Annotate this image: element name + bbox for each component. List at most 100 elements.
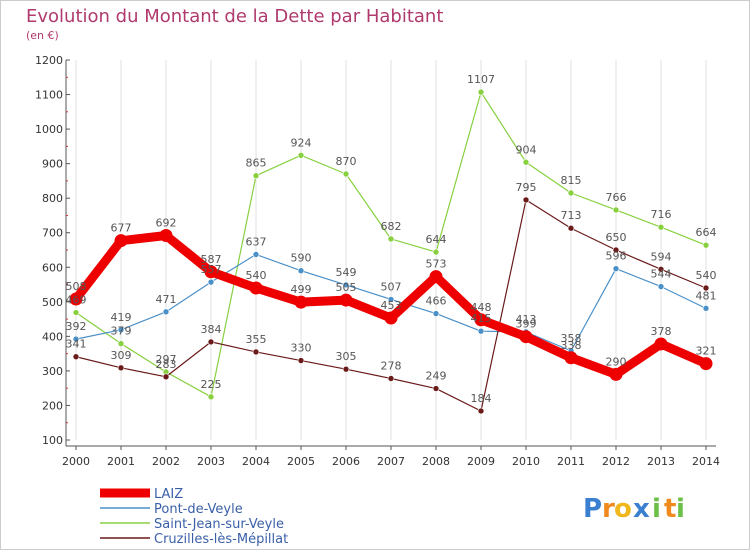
series-lines: [69, 88, 713, 415]
data-label: 338: [561, 339, 582, 352]
data-point: [162, 373, 170, 381]
data-point: [657, 266, 665, 273]
data-label: 384: [201, 323, 222, 336]
logo-letter: o: [614, 494, 632, 524]
data-label: 904: [516, 143, 537, 156]
data-point: [702, 241, 710, 249]
data-labels: 508 677 692 587 540 499 505 453 573 448 399 338 290 3…: [66, 73, 717, 405]
x-tick-label: 2010: [512, 455, 540, 468]
data-point: [477, 88, 485, 96]
x-tick-label: 2006: [332, 455, 360, 468]
data-label: 594: [651, 250, 672, 263]
data-point: [567, 189, 575, 197]
x-tick-label: 2001: [107, 455, 135, 468]
data-label: 415: [471, 312, 492, 325]
data-label: 1107: [467, 73, 495, 86]
data-label: 540: [246, 269, 267, 282]
data-point: [474, 313, 488, 327]
data-point: [432, 248, 440, 256]
legend-label: Cruzilles-lès-Mépillat: [154, 532, 288, 547]
data-label: 508: [66, 280, 87, 293]
data-point: [387, 235, 395, 243]
logo-letter: i: [676, 494, 685, 524]
y-tick-label: 700: [42, 227, 63, 240]
data-point: [657, 223, 665, 231]
data-label: 716: [651, 208, 672, 221]
data-label: 544: [651, 268, 672, 281]
data-point: [207, 338, 215, 346]
data-label: 692: [156, 216, 177, 229]
data-label: 507: [381, 280, 402, 293]
data-label: 590: [291, 252, 312, 265]
data-label: 499: [291, 283, 312, 296]
data-point: [297, 357, 305, 364]
data-point: [252, 348, 260, 356]
data-label: 419: [111, 311, 132, 324]
data-label: 644: [426, 233, 447, 246]
data-point: [72, 309, 80, 316]
axes: 100 200 300 400 500 600 700 800 900 1000 1100 1200 2…: [35, 54, 720, 468]
data-point: [294, 295, 308, 309]
data-point: [207, 393, 215, 401]
y-tick-label: 1200: [35, 54, 63, 67]
x-tick-label: 2005: [287, 455, 315, 468]
data-point: [114, 234, 128, 248]
data-label: 505: [336, 281, 357, 294]
data-label: 283: [156, 358, 177, 371]
y-tick-label: 1100: [35, 89, 63, 102]
data-point: [657, 283, 665, 290]
x-tick-label: 2011: [557, 455, 585, 468]
data-label: 549: [336, 266, 357, 279]
chart-title: Evolution du Montant de la Dette par Hab…: [26, 6, 443, 27]
data-point: [207, 278, 215, 286]
y-tick-label: 1000: [35, 123, 63, 136]
data-point: [72, 335, 80, 343]
data-point: [612, 246, 620, 254]
data-point: [252, 251, 260, 258]
data-label: 358: [561, 332, 582, 345]
data-point: [387, 375, 395, 382]
data-point: [432, 385, 440, 392]
data-label: 481: [696, 289, 717, 302]
data-label: 309: [111, 349, 132, 362]
chart-subtitle: (en €): [26, 29, 59, 42]
data-point: [387, 296, 395, 303]
data-point: [612, 265, 620, 272]
data-point: [204, 265, 218, 279]
data-label: 305: [336, 350, 357, 363]
data-label: 573: [426, 258, 447, 271]
data-label: 637: [246, 235, 267, 248]
data-label: 766: [606, 191, 627, 204]
data-point: [432, 310, 440, 317]
data-point: [699, 357, 713, 371]
data-label: 448: [471, 301, 492, 314]
data-point: [612, 206, 620, 214]
data-point: [384, 311, 398, 325]
legend: LAIZPont-de-VeyleSaint-Jean-sur-VeyleCru…: [100, 487, 288, 547]
logo-letter: r: [602, 494, 615, 524]
x-tick-label: 2002: [152, 455, 180, 468]
data-label: 453: [381, 299, 402, 312]
data-label: 249: [426, 370, 447, 383]
data-point: [117, 364, 125, 372]
data-label: 466: [426, 295, 447, 308]
data-point: [297, 267, 305, 275]
logo-letter: i: [652, 494, 661, 524]
data-point: [342, 365, 350, 373]
data-label: 355: [246, 333, 267, 346]
data-point: [297, 152, 305, 159]
data-point: [702, 305, 710, 312]
x-tick-label: 2012: [602, 455, 630, 468]
data-label: 341: [66, 338, 87, 351]
data-point: [162, 308, 170, 316]
data-point: [522, 158, 530, 166]
data-point: [477, 407, 485, 415]
logo-letter: x: [633, 494, 650, 524]
y-tick-label: 600: [42, 261, 63, 274]
data-label: 379: [111, 325, 132, 338]
data-point: [429, 270, 443, 284]
data-label: 471: [156, 293, 177, 306]
data-label: 321: [696, 345, 717, 358]
x-tick-label: 2003: [197, 455, 225, 468]
